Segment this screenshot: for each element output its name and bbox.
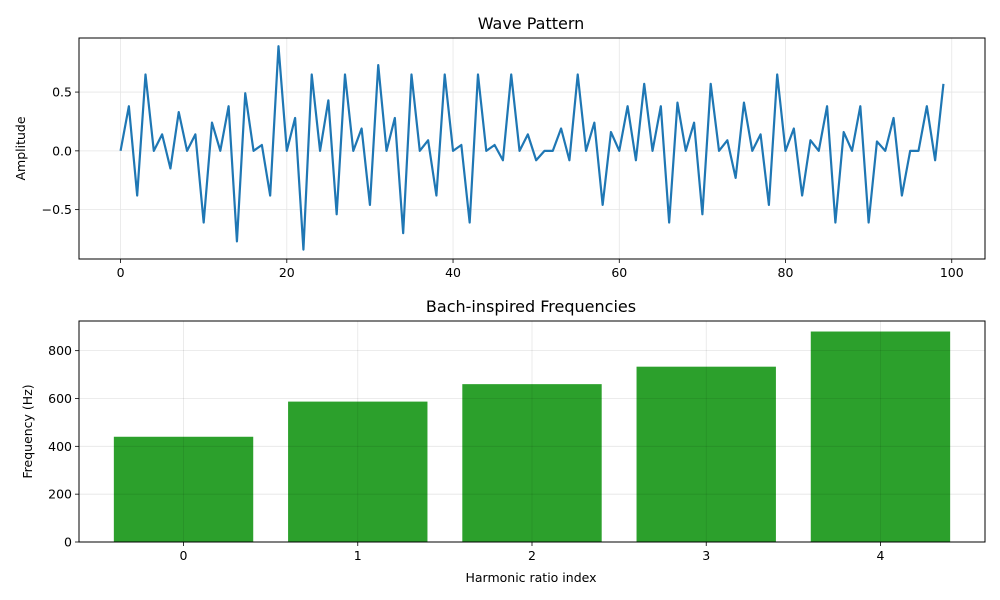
frequency-bar xyxy=(462,384,602,542)
wave-chart-title: Wave Pattern xyxy=(478,14,585,33)
frequency-y-tick-label: 800 xyxy=(48,343,72,358)
frequency-x-tick-label: 1 xyxy=(354,548,362,563)
wave-y-axis-label: Amplitude xyxy=(13,116,28,180)
wave-x-tick-label: 40 xyxy=(445,265,461,280)
wave-y-tick-label: 0.0 xyxy=(52,143,72,158)
frequency-chart: Bach-inspired Frequencies 0 1 2 3 4 0 200 400 6… xyxy=(20,297,986,585)
frequency-y-tick-label: 200 xyxy=(48,487,72,502)
frequency-x-axis-label: Harmonic ratio index xyxy=(465,570,596,585)
wave-y-ticks: −0.5 0.0 0.5 xyxy=(42,85,79,217)
frequency-x-tick-label: 3 xyxy=(702,548,710,563)
frequency-chart-title: Bach-inspired Frequencies xyxy=(426,297,636,316)
frequency-bar xyxy=(810,331,951,542)
frequency-bar xyxy=(113,436,254,542)
frequency-y-axis-label: Frequency (Hz) xyxy=(20,384,35,478)
wave-x-tick-label: 100 xyxy=(940,265,964,280)
wave-x-ticks: 0 20 40 60 80 100 xyxy=(117,259,964,280)
frequency-x-tick-label: 2 xyxy=(528,548,536,563)
frequency-x-tick-label: 0 xyxy=(180,548,188,563)
wave-y-tick-label: −0.5 xyxy=(42,202,72,217)
frequency-y-tick-label: 400 xyxy=(48,439,72,454)
wave-x-tick-label: 80 xyxy=(778,265,794,280)
frequency-y-ticks: 0 200 400 600 800 xyxy=(48,343,79,550)
frequency-bar xyxy=(288,401,428,542)
frequency-plot-frame xyxy=(78,320,986,543)
frequency-x-tick-label: 4 xyxy=(876,548,884,563)
frequency-bar xyxy=(636,366,776,542)
frequency-y-tick-label: 600 xyxy=(48,391,72,406)
wave-x-tick-label: 20 xyxy=(279,265,295,280)
wave-x-tick-label: 0 xyxy=(117,265,125,280)
wave-y-tick-label: 0.5 xyxy=(52,85,72,100)
wave-series-line xyxy=(119,45,945,251)
frequency-bars xyxy=(79,321,985,543)
frequency-y-tick-label: 0 xyxy=(64,535,72,550)
wave-chart: Wave Pattern 0 20 40 60 80 100 −0.5 0.0 0.5 Amp… xyxy=(13,14,986,280)
wave-plot-frame xyxy=(78,37,986,260)
frequency-x-ticks: 0 1 2 3 4 xyxy=(180,542,884,563)
wave-x-tick-label: 60 xyxy=(611,265,627,280)
